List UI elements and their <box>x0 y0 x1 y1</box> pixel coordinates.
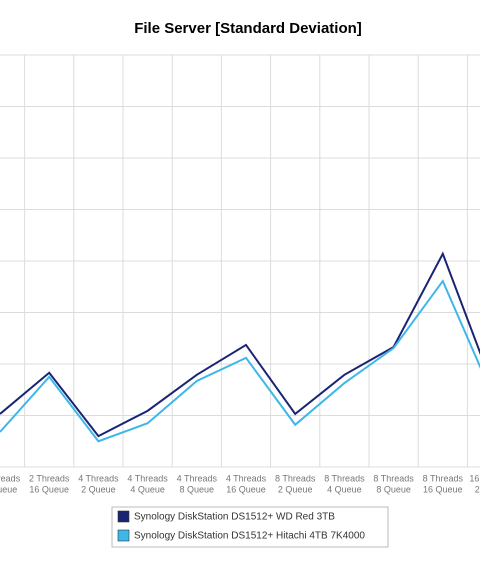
x-tick-label: 8 Queue <box>0 484 17 494</box>
legend-swatch <box>117 510 130 523</box>
series-line <box>0 251 480 438</box>
x-tick-label: 2 Threads <box>29 473 70 483</box>
x-tick-label: 8 Threads <box>373 473 414 483</box>
x-tick-label: 8 Queue <box>376 484 411 494</box>
series-line <box>0 279 480 443</box>
x-tick-label: 2 Threads <box>0 473 21 483</box>
x-tick-label: 4 Threads <box>78 473 119 483</box>
x-tick-label: 4 Threads <box>226 473 267 483</box>
x-tick-label: 4 Threads <box>127 473 168 483</box>
legend-swatch <box>117 529 130 542</box>
x-tick-label: 4 Threads <box>177 473 218 483</box>
x-tick-label: 4 Queue <box>130 484 165 494</box>
x-tick-label: 16 Queue <box>29 484 69 494</box>
x-tick-label: 16 Threads <box>469 473 480 483</box>
legend-label: Synology DiskStation DS1512+ Hitachi 4TB… <box>134 531 365 542</box>
legend-label: Synology DiskStation DS1512+ WD Red 3TB <box>134 512 335 523</box>
x-tick-label: 2 Queue <box>278 484 313 494</box>
x-tick-label: 2 Queue <box>81 484 116 494</box>
x-tick-label: 8 Threads <box>423 473 464 483</box>
legend <box>111 506 389 548</box>
chart-title: File Server [Standard Deviation] <box>134 20 362 37</box>
x-tick-label: 4 Queue <box>327 484 362 494</box>
x-tick-label: 8 Threads <box>275 473 316 483</box>
x-tick-label: 16 Queue <box>226 484 266 494</box>
x-tick-label: 16 Queue <box>423 484 463 494</box>
x-tick-label: 2 Queue <box>475 484 480 494</box>
x-tick-label: 8 Threads <box>324 473 365 483</box>
x-tick-label: 8 Queue <box>180 484 215 494</box>
